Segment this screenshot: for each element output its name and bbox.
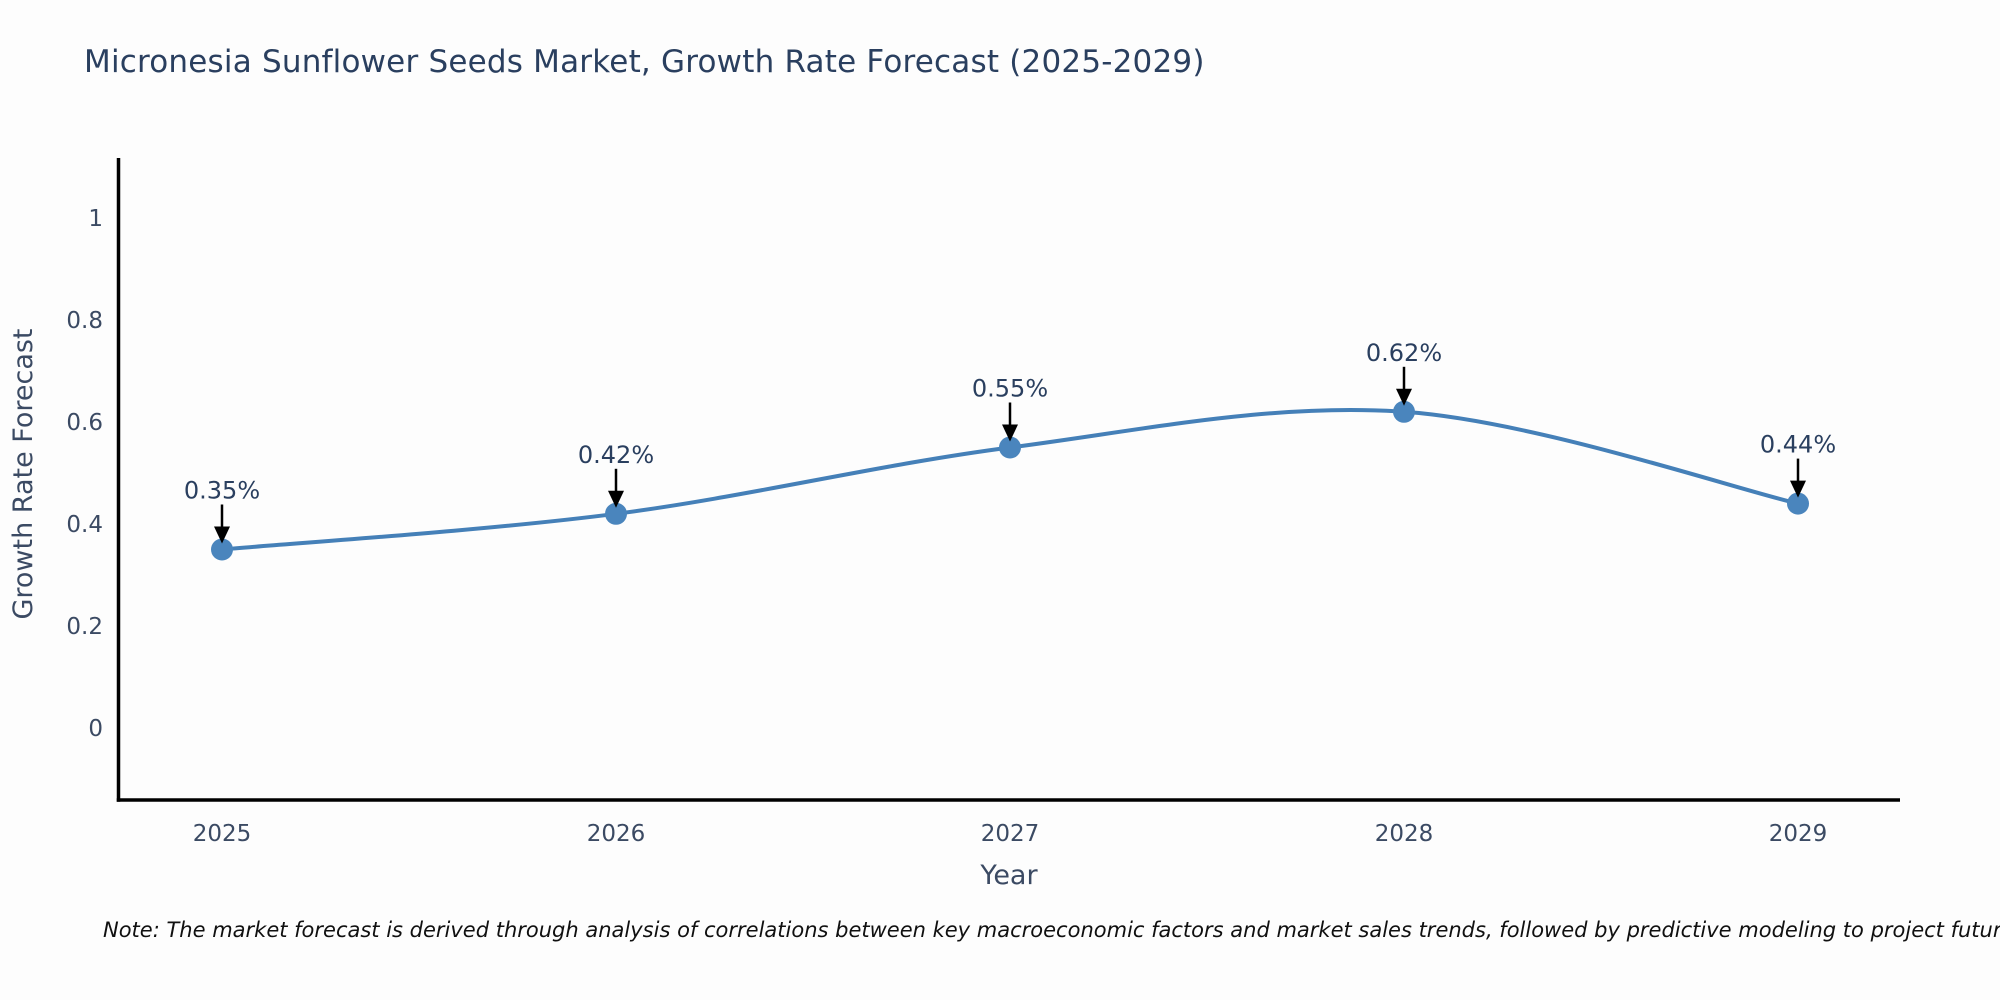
chart-footnote: Note: The market forecast is derived thr… (103, 918, 2000, 942)
series-growth-rate (211, 400, 1809, 561)
tick-labels: 0 0.2 0.4 0.6 0.8 1 2025 2026 2027 2028 2029 (66, 206, 1827, 847)
x-tick-label: 2028 (1375, 821, 1434, 847)
x-tick-label: 2029 (1769, 821, 1828, 847)
x-axis-title: Year (979, 860, 1038, 891)
data-point-marker[interactable] (605, 502, 627, 525)
data-point-marker[interactable] (1393, 400, 1415, 423)
annotation-arrowhead-icon (1790, 480, 1806, 498)
y-tick-label: 1 (88, 206, 103, 232)
point-value-label: 0.42% (578, 441, 654, 469)
y-tick-label: 0.2 (66, 614, 103, 640)
y-axis-title: Growth Rate Forecast (8, 328, 39, 619)
annotation-arrowhead-icon (608, 490, 624, 508)
y-tick-label: 0.6 (66, 410, 103, 436)
annotation-arrowhead-icon (1396, 388, 1412, 406)
y-tick-label: 0.8 (66, 308, 103, 334)
y-tick-label: 0.4 (66, 512, 103, 538)
data-point-marker[interactable] (211, 538, 233, 561)
annotation-arrowhead-icon (1002, 424, 1018, 442)
data-point-marker[interactable] (1787, 492, 1809, 515)
x-tick-label: 2025 (193, 821, 252, 847)
annotation-arrowhead-icon (214, 526, 230, 544)
point-value-label: 0.55% (972, 375, 1048, 403)
x-tick-label: 2026 (587, 821, 646, 847)
point-value-label: 0.35% (184, 477, 260, 505)
point-annotations: 0.35% 0.42% 0.55% 0.62% 0.44% (184, 339, 1836, 544)
point-value-label: 0.62% (1366, 339, 1442, 367)
axis-titles: Year Growth Rate Forecast (8, 328, 1038, 891)
point-value-label: 0.44% (1760, 431, 1836, 459)
x-tick-label: 2027 (981, 821, 1040, 847)
y-tick-label: 0 (88, 716, 103, 742)
data-point-marker[interactable] (999, 436, 1021, 459)
axes (116, 158, 1900, 802)
chart-title: Micronesia Sunflower Seeds Market, Growt… (84, 44, 1205, 80)
